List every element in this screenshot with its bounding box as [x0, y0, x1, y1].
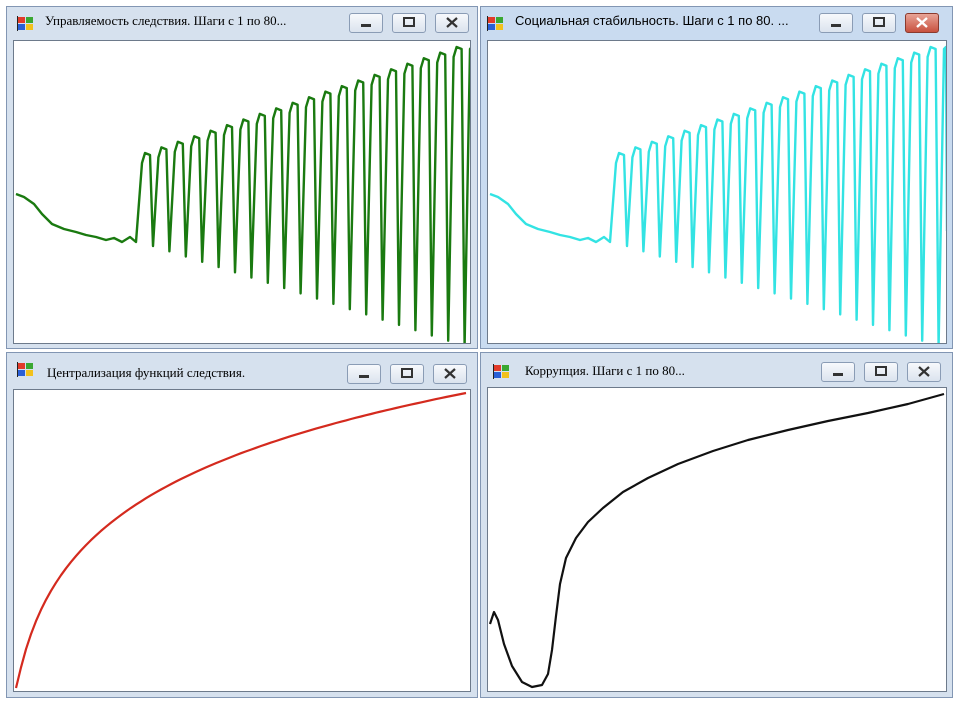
close-icon: [916, 17, 928, 28]
minimize-icon: [833, 373, 843, 376]
minimize-button[interactable]: [819, 13, 853, 33]
titlebar[interactable]: Коррупция. Шаги с 1 по 80...: [481, 353, 952, 383]
close-button[interactable]: [905, 13, 939, 33]
chart-area: [13, 389, 471, 692]
close-button[interactable]: [907, 362, 941, 382]
window-upravlyaemost[interactable]: Управляемость следствия. Шаги с 1 по 80.…: [6, 6, 478, 349]
close-icon: [444, 368, 456, 379]
close-icon: [918, 366, 930, 377]
minimize-icon: [831, 24, 841, 27]
chart-line-socialnaya-stabilnost: [489, 45, 946, 343]
minimize-button[interactable]: [821, 362, 855, 382]
windows-flag-icon: [493, 363, 511, 381]
chart-area: [487, 387, 947, 692]
windows-flag-icon: [17, 361, 35, 379]
minimize-button[interactable]: [347, 364, 381, 384]
close-button[interactable]: [435, 13, 469, 33]
maximize-button[interactable]: [862, 13, 896, 33]
maximize-icon: [873, 17, 885, 27]
maximize-button[interactable]: [392, 13, 426, 33]
series-line: [14, 391, 467, 689]
window-title: Коррупция. Шаги с 1 по 80...: [525, 363, 685, 378]
window-title: Социальная стабильность. Шаги с 1 по 80.…: [515, 13, 789, 28]
windows-flag-icon: [17, 15, 35, 33]
close-button[interactable]: [433, 364, 467, 384]
maximize-button[interactable]: [390, 364, 424, 384]
titlebar[interactable]: Социальная стабильность. Шаги с 1 по 80.…: [481, 7, 952, 37]
series-line: [488, 392, 945, 689]
titlebar[interactable]: Централизация функций следствия.: [7, 353, 477, 384]
maximize-icon: [401, 368, 413, 378]
chart-area: [13, 40, 471, 344]
windows-flag-icon: [487, 15, 505, 33]
window-title: Централизация функций следствия.: [47, 365, 246, 380]
chart-line-upravlyaemost: [15, 45, 470, 343]
series-line: [15, 45, 470, 343]
titlebar[interactable]: Управляемость следствия. Шаги с 1 по 80.…: [7, 7, 477, 37]
maximize-icon: [403, 17, 415, 27]
series-line: [489, 45, 946, 343]
minimize-icon: [359, 375, 369, 378]
maximize-button[interactable]: [864, 362, 898, 382]
window-korrupciya[interactable]: Коррупция. Шаги с 1 по 80...: [480, 352, 953, 698]
window-title: Управляемость следствия. Шаги с 1 по 80.…: [45, 13, 287, 28]
chart-area: [487, 40, 947, 344]
minimize-button[interactable]: [349, 13, 383, 33]
close-icon: [446, 17, 458, 28]
chart-line-korrupciya: [488, 392, 945, 689]
maximize-icon: [875, 366, 887, 376]
chart-line-centralizaciya: [14, 391, 467, 689]
window-centralizaciya[interactable]: Централизация функций следствия.: [6, 352, 478, 698]
minimize-icon: [361, 24, 371, 27]
window-socialnaya-stabilnost[interactable]: Социальная стабильность. Шаги с 1 по 80.…: [480, 6, 953, 349]
